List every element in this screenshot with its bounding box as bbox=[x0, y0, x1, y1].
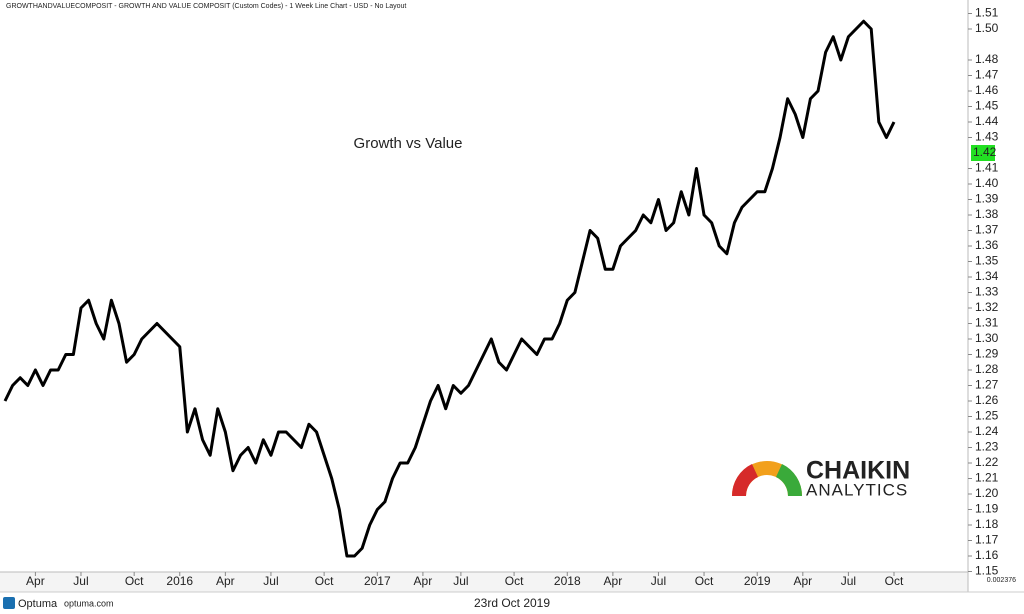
x-tick-label: Jul bbox=[73, 574, 88, 588]
x-tick-label: Jul bbox=[453, 574, 468, 588]
footer-site: optuma.com bbox=[64, 598, 114, 608]
y-tick-label: 1.29 bbox=[975, 347, 999, 361]
x-tick-label: Jul bbox=[651, 574, 666, 588]
chaikin-logo: CHAIKIN ANALYTICS bbox=[731, 457, 910, 499]
y-tick-label: 1.31 bbox=[975, 316, 999, 330]
x-tick-label: Apr bbox=[26, 574, 45, 588]
logo-arc-green bbox=[776, 464, 803, 496]
y-tick-label: 1.16 bbox=[975, 548, 999, 562]
x-tick-label: Apr bbox=[604, 574, 623, 588]
y-tick-label: 1.19 bbox=[975, 502, 999, 516]
y-tick-label: 1.34 bbox=[975, 269, 999, 283]
scale-note: 0.002376 bbox=[987, 577, 1016, 584]
x-tick-label: 2018 bbox=[554, 574, 581, 588]
current-value-label: 1.42 bbox=[973, 145, 997, 159]
x-tick-label: Apr bbox=[793, 574, 812, 588]
y-tick-label: 1.46 bbox=[975, 83, 999, 97]
y-tick-label: 1.33 bbox=[975, 285, 999, 299]
chart-header: GROWTHANDVALUECOMPOSIT - GROWTH AND VALU… bbox=[6, 3, 406, 10]
y-tick-label: 1.41 bbox=[975, 161, 999, 175]
y-tick-label: 1.47 bbox=[975, 68, 999, 82]
x-tick-label: Apr bbox=[414, 574, 433, 588]
y-tick-label: 1.32 bbox=[975, 300, 999, 314]
optuma-icon bbox=[3, 597, 15, 609]
x-tick-label: Oct bbox=[505, 574, 524, 588]
x-tick-label: 2016 bbox=[166, 574, 193, 588]
y-tick-label: 1.51 bbox=[975, 6, 999, 20]
y-tick-label: 1.36 bbox=[975, 238, 999, 252]
y-tick-label: 1.20 bbox=[975, 486, 999, 500]
x-tick-label: 2017 bbox=[364, 574, 391, 588]
price-line bbox=[3, 19, 896, 558]
y-tick-label: 1.30 bbox=[975, 331, 999, 345]
x-axis-band bbox=[0, 572, 968, 592]
y-tick-label: 1.27 bbox=[975, 378, 999, 392]
x-tick-label: Oct bbox=[885, 574, 904, 588]
y-tick-label: 1.39 bbox=[975, 192, 999, 206]
y-tick-label: 1.24 bbox=[975, 424, 999, 438]
y-tick-label: 1.21 bbox=[975, 471, 999, 485]
y-tick-label: 1.22 bbox=[975, 455, 999, 469]
x-tick-label: Jul bbox=[841, 574, 856, 588]
x-tick-label: Apr bbox=[216, 574, 235, 588]
y-tick-label: 1.44 bbox=[975, 114, 999, 128]
y-tick-label: 1.35 bbox=[975, 254, 999, 268]
footer-date: 23rd Oct 2019 bbox=[474, 596, 550, 610]
x-tick-label: 2019 bbox=[744, 574, 771, 588]
chart-title: Growth vs Value bbox=[354, 135, 463, 152]
x-tick-label: Oct bbox=[695, 574, 714, 588]
y-tick-label: 1.43 bbox=[975, 130, 999, 144]
y-tick-label: 1.18 bbox=[975, 517, 999, 531]
y-tick-label: 1.48 bbox=[975, 52, 999, 66]
current-value-box bbox=[971, 145, 995, 161]
logo-name: CHAIKIN bbox=[806, 457, 910, 485]
y-tick-label: 1.38 bbox=[975, 207, 999, 221]
y-tick-label: 1.26 bbox=[975, 393, 999, 407]
x-tick-label: Oct bbox=[125, 574, 144, 588]
y-tick-label: 1.45 bbox=[975, 99, 999, 113]
footer-brand: Optuma bbox=[18, 598, 58, 610]
y-tick-label: 1.40 bbox=[975, 176, 999, 190]
logo-arc-red bbox=[731, 464, 758, 496]
x-tick-label: Oct bbox=[315, 574, 334, 588]
y-tick-label: 1.23 bbox=[975, 440, 999, 454]
y-tick-label: 1.25 bbox=[975, 409, 999, 423]
x-tick-label: Jul bbox=[263, 574, 278, 588]
y-tick-label: 1.37 bbox=[975, 223, 999, 237]
y-tick-label: 1.15 bbox=[975, 564, 999, 578]
logo-tagline: ANALYTICS bbox=[806, 480, 908, 499]
y-tick-label: 1.17 bbox=[975, 533, 999, 547]
y-tick-label: 1.50 bbox=[975, 21, 999, 35]
y-tick-label: 1.28 bbox=[975, 362, 999, 376]
